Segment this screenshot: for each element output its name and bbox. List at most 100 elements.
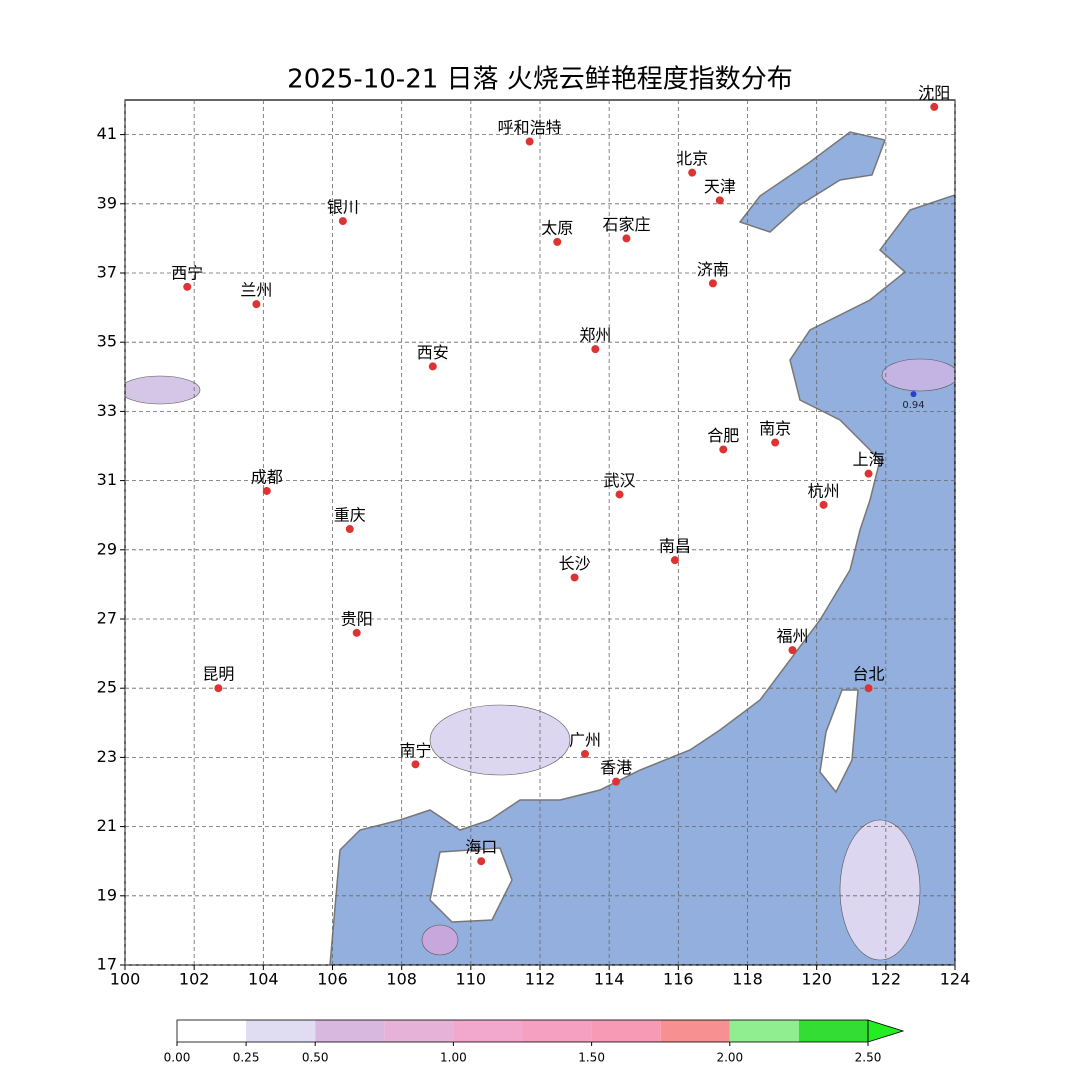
- basemap: [125, 131, 955, 965]
- colorbar-segment: [246, 1020, 316, 1042]
- x-tick-label: 102: [179, 970, 210, 989]
- colorbar-segment: [798, 1020, 868, 1042]
- bohai-sea: [738, 131, 887, 233]
- city-marker: [819, 500, 828, 509]
- city-marker: [214, 684, 223, 693]
- city-label: 香港: [600, 758, 632, 777]
- city-marker: [708, 279, 717, 288]
- taiwan: [819, 689, 859, 794]
- colorbar-tick-label: 0.50: [302, 1051, 329, 1065]
- x-tick-label: 106: [317, 970, 348, 989]
- y-tick-label: 19: [97, 885, 117, 904]
- sea: [329, 194, 955, 965]
- colorbar-tick-label: 0.25: [233, 1051, 260, 1065]
- colorbar-tick-label: 2.50: [855, 1051, 882, 1065]
- x-tick-label: 122: [871, 970, 902, 989]
- city-marker: [183, 282, 192, 291]
- y-tick-label: 31: [97, 470, 117, 489]
- colorbar-segment: [522, 1020, 592, 1042]
- city-marker: [788, 646, 797, 655]
- y-tick-label: 17: [97, 955, 117, 974]
- y-tick-label: 41: [97, 124, 117, 143]
- city-label: 海口: [465, 838, 497, 857]
- city-marker: [864, 469, 873, 478]
- y-tick-label: 39: [97, 193, 117, 212]
- index-patch: [125, 375, 201, 405]
- colorbar-segment: [591, 1020, 661, 1042]
- city-marker: [428, 362, 437, 371]
- colorbar-tick-label: 1.00: [440, 1051, 467, 1065]
- colorbar-segment: [660, 1020, 730, 1042]
- city-marker: [864, 684, 873, 693]
- colorbar-segment: [453, 1020, 523, 1042]
- city-label: 贵阳: [341, 609, 373, 628]
- layers: 100 102 104 106 108 110 112 114 116 118 120 122 124 1…: [97, 83, 971, 1064]
- city-label: 西安: [417, 343, 449, 362]
- x-tick-label: 104: [248, 970, 279, 989]
- index-patch: [839, 819, 921, 961]
- colorbar-segment: [315, 1020, 385, 1042]
- city-marker: [670, 556, 679, 565]
- y-tick-label: 37: [97, 263, 117, 282]
- city-label: 天津: [704, 177, 736, 196]
- y-tick-label: 29: [97, 539, 117, 558]
- city-marker: [411, 760, 420, 769]
- x-tick-label: 110: [456, 970, 487, 989]
- city-label: 成都: [251, 467, 283, 486]
- city-label: 兰州: [240, 281, 272, 300]
- x-tick-label: 114: [594, 970, 625, 989]
- x-tick-label: 112: [525, 970, 556, 989]
- colorbar-segment: [177, 1020, 247, 1042]
- city-marker: [591, 345, 600, 354]
- city-marker: [580, 749, 589, 758]
- x-tick-label: 120: [801, 970, 832, 989]
- y-tick-label: 27: [97, 609, 117, 628]
- y-tick-label: 33: [97, 401, 117, 420]
- city-marker: [570, 573, 579, 582]
- annotation-marker: [910, 391, 917, 398]
- colorbar-frame: [176, 1019, 869, 1043]
- city-label: 银川: [327, 198, 359, 217]
- city-label: 台北: [853, 665, 885, 684]
- city-marker: [525, 137, 534, 146]
- city-label: 石家庄: [602, 215, 650, 234]
- colorbar-extend: [867, 1019, 905, 1043]
- index-patch: [881, 358, 955, 392]
- city-label: 郑州: [579, 326, 611, 345]
- city-label: 昆明: [202, 665, 234, 684]
- city-label: 太原: [541, 218, 573, 237]
- city-label: 呼和浩特: [498, 118, 562, 137]
- city-label: 福州: [776, 627, 808, 646]
- colorbar-tick-label: 0.00: [164, 1051, 191, 1065]
- city-marker: [262, 486, 271, 495]
- city-label: 南昌: [659, 537, 691, 556]
- city-label: 广州: [569, 730, 601, 749]
- colorbar-segment: [729, 1020, 799, 1042]
- x-tick-label: 108: [386, 970, 417, 989]
- city-marker: [622, 234, 631, 243]
- city-label: 合肥: [707, 426, 739, 445]
- city-label: 长沙: [559, 554, 591, 573]
- city-label: 南京: [759, 419, 791, 438]
- city-label: 沈阳: [918, 83, 950, 102]
- y-tick-label: 35: [97, 332, 117, 351]
- city-label: 杭州: [808, 481, 840, 500]
- city-marker: [930, 102, 939, 111]
- chart-title: 2025-10-21 日落 火烧云鲜艳程度指数分布: [287, 65, 793, 95]
- x-tick-label: 116: [663, 970, 694, 989]
- colorbar-tick-label: 1.50: [578, 1051, 605, 1065]
- x-tick-label: 124: [940, 970, 971, 989]
- x-tick-label: 100: [110, 970, 141, 989]
- city-marker: [688, 168, 697, 177]
- colorbar-tick-label: 2.00: [716, 1051, 743, 1065]
- index-patch: [429, 704, 571, 776]
- city-marker: [352, 628, 361, 637]
- city-marker: [715, 196, 724, 205]
- city-label: 上海: [853, 450, 885, 469]
- city-marker: [719, 445, 728, 454]
- city-marker: [771, 438, 780, 447]
- city-label: 西宁: [171, 263, 203, 282]
- y-tick-label: 25: [97, 678, 117, 697]
